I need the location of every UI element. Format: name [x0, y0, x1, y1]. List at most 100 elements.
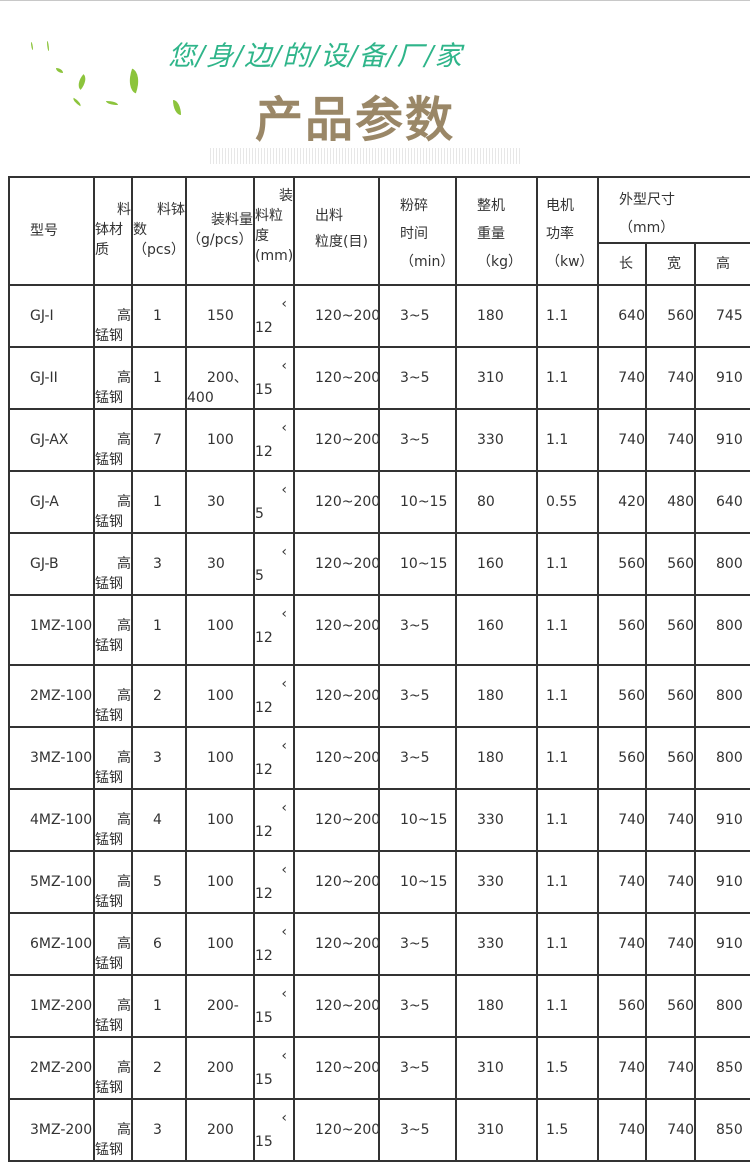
cell-feed-size: ‹ 15 — [253, 1036, 295, 1100]
cell-output: 120~200 — [293, 594, 380, 666]
cell-count: 1 — [131, 974, 187, 1038]
cell-time: 10~15 — [378, 788, 457, 852]
leaf-icon — [106, 101, 118, 105]
cell-material: 高锰钢 — [93, 726, 133, 790]
cell-feed-size: ‹ 5 — [253, 470, 295, 534]
cell-model: 2MZ-100 — [8, 664, 95, 728]
cell-length: 420 — [597, 470, 647, 534]
table-row: 2MZ-100 高锰钢 2 100 ‹ 12 120~200 3~5 180 1.1 560 560 8… — [8, 664, 750, 728]
cell-length: 560 — [597, 726, 647, 790]
col-dimensions: 外型尺寸 （mm） — [597, 176, 750, 244]
table-row: GJ-I 高锰钢 1 150 ‹ 12 120~200 3~5 180 1.1 640 560 745 — [8, 284, 750, 348]
cell-height: 910 — [694, 912, 750, 976]
cell-output: 120~200 — [293, 912, 380, 976]
cell-load: 100 — [185, 912, 255, 976]
leaf-icon — [71, 97, 83, 107]
feed-mark: ‹ — [281, 420, 287, 436]
cell-power: 1.5 — [536, 1098, 599, 1162]
load-value: 200、 — [207, 370, 248, 386]
feed-mark: ‹ — [281, 800, 287, 816]
material-bottom: 锰钢 — [95, 770, 123, 786]
cell-load: 100 — [185, 726, 255, 790]
cell-height: 800 — [694, 974, 750, 1038]
feed-value: 15 — [255, 1134, 273, 1150]
cell-load: 200 — [185, 1036, 255, 1100]
cell-width: 740 — [645, 346, 696, 410]
material-top: 高 — [117, 936, 131, 952]
material-bottom: 锰钢 — [95, 1080, 123, 1096]
cell-power: 1.1 — [536, 346, 599, 410]
cell-output: 120~200 — [293, 470, 380, 534]
cell-load: 100 — [185, 850, 255, 914]
cell-model: GJ-I — [8, 284, 95, 348]
cell-feed-size: ‹ 15 — [253, 974, 295, 1038]
feed-value: 15 — [255, 1072, 273, 1088]
material-top: 高 — [117, 494, 131, 510]
cell-feed-size: ‹ 5 — [253, 532, 295, 596]
cell-height: 910 — [694, 408, 750, 472]
cell-count: 2 — [131, 1036, 187, 1100]
cell-power: 1.1 — [536, 726, 599, 790]
cell-count: 1 — [131, 470, 187, 534]
feed-mark: ‹ — [281, 1110, 287, 1126]
cell-length: 740 — [597, 1098, 647, 1162]
top-divider — [0, 0, 750, 1]
cell-count: 1 — [131, 594, 187, 666]
cell-weight: 310 — [455, 346, 538, 410]
load-value: 200 — [207, 1122, 234, 1138]
load-value: 30 — [207, 494, 225, 510]
load-value: 100 — [207, 750, 234, 766]
cell-weight: 330 — [455, 788, 538, 852]
cell-material: 高锰钢 — [93, 974, 133, 1038]
cell-width: 740 — [645, 788, 696, 852]
material-bottom: 锰钢 — [95, 390, 123, 406]
load-value: 200 — [207, 1060, 234, 1076]
cell-time: 3~5 — [378, 408, 457, 472]
cell-time: 10~15 — [378, 470, 457, 534]
cell-material: 高锰钢 — [93, 912, 133, 976]
material-top: 高 — [117, 1122, 131, 1138]
col-load: 装料量 （g/pcs） — [185, 176, 255, 286]
cell-load: 30 — [185, 532, 255, 596]
cell-model: 1MZ-100 — [8, 594, 95, 666]
cell-count: 6 — [131, 912, 187, 976]
cell-model: GJ-A — [8, 470, 95, 534]
table-row: 1MZ-100 高锰钢 1 100 ‹ 12 120~200 3~5 160 1.1 560 560 8… — [8, 594, 750, 666]
load-value: 100 — [207, 688, 234, 704]
cell-width: 560 — [645, 726, 696, 790]
header-subrow: 长 宽 高 — [9, 242, 750, 286]
feed-mark: ‹ — [281, 1048, 287, 1064]
cell-feed-size: ‹ 12 — [253, 788, 295, 852]
cell-length: 740 — [597, 408, 647, 472]
cell-material: 高锰钢 — [93, 594, 133, 666]
cell-height: 850 — [694, 1098, 750, 1162]
cell-feed-size: ‹ 12 — [253, 408, 295, 472]
feed-value: 12 — [255, 444, 273, 460]
col-material: 料钵材质 — [93, 176, 133, 286]
col-time: 粉碎 时间 （min） — [378, 176, 457, 286]
table-row: GJ-II 高锰钢 1 200、 400 ‹ 15 120~200 3~5 310 1.1 740 74… — [8, 346, 750, 410]
cell-feed-size: ‹ 12 — [253, 284, 295, 348]
cell-time: 10~15 — [378, 532, 457, 596]
material-bottom: 锰钢 — [95, 328, 123, 344]
cell-height: 910 — [694, 850, 750, 914]
leaf-icon — [74, 74, 90, 90]
cell-length: 560 — [597, 974, 647, 1038]
cell-load: 200- — [185, 974, 255, 1038]
cell-length: 740 — [597, 850, 647, 914]
cell-weight: 310 — [455, 1098, 538, 1162]
cell-output: 120~200 — [293, 974, 380, 1038]
feed-value: 5 — [255, 568, 264, 584]
load-value: 100 — [207, 874, 234, 890]
cell-power: 1.1 — [536, 912, 599, 976]
cell-height: 745 — [694, 284, 750, 348]
col-height: 高 — [694, 242, 750, 286]
cell-length: 740 — [597, 346, 647, 410]
cell-weight: 180 — [455, 974, 538, 1038]
cell-weight: 180 — [455, 664, 538, 728]
cell-count: 3 — [131, 726, 187, 790]
cell-model: 3MZ-200 — [8, 1098, 95, 1162]
cell-width: 560 — [645, 532, 696, 596]
cell-load: 200、 400 — [185, 346, 255, 410]
material-top: 高 — [117, 688, 131, 704]
